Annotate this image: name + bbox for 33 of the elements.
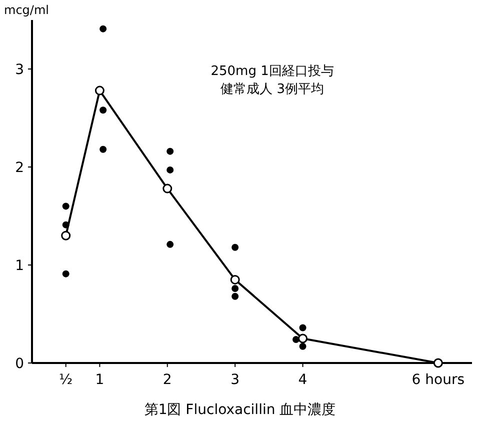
y-tick-label: 3 [15, 62, 24, 78]
text: 第1図 Flucloxacillin 血中濃度 [144, 402, 336, 418]
x-tick-label: 6 hours [412, 372, 465, 388]
point [94, 86, 104, 96]
y-tick-label: 2 [15, 160, 24, 176]
x-tick-label: 2 [162, 372, 172, 388]
point [62, 270, 70, 278]
x-tick-label: ½ [59, 372, 73, 388]
annotation: 250mg 1回経口投与 [210, 64, 334, 79]
point [61, 230, 71, 240]
point [62, 202, 70, 210]
x-tick-label: 1 [95, 372, 104, 388]
y-tick-label: 1 [15, 258, 24, 274]
point [166, 240, 174, 248]
point [100, 146, 107, 153]
point [232, 292, 239, 300]
point [299, 342, 306, 350]
point [433, 358, 443, 368]
point [230, 274, 240, 284]
point [166, 148, 174, 155]
point [232, 244, 239, 251]
point [162, 184, 172, 194]
point [166, 166, 174, 174]
point [298, 334, 308, 344]
y-tick-label: 0 [15, 356, 24, 372]
point [299, 324, 306, 332]
point [232, 285, 239, 292]
x-tick-label: 4 [298, 372, 308, 388]
point [100, 106, 107, 114]
x-tick-label: 3 [230, 372, 240, 388]
annotation: 健常成人 3例平均 [220, 82, 324, 97]
point [100, 25, 107, 32]
y-axis-title: mcg/ml [4, 3, 49, 17]
